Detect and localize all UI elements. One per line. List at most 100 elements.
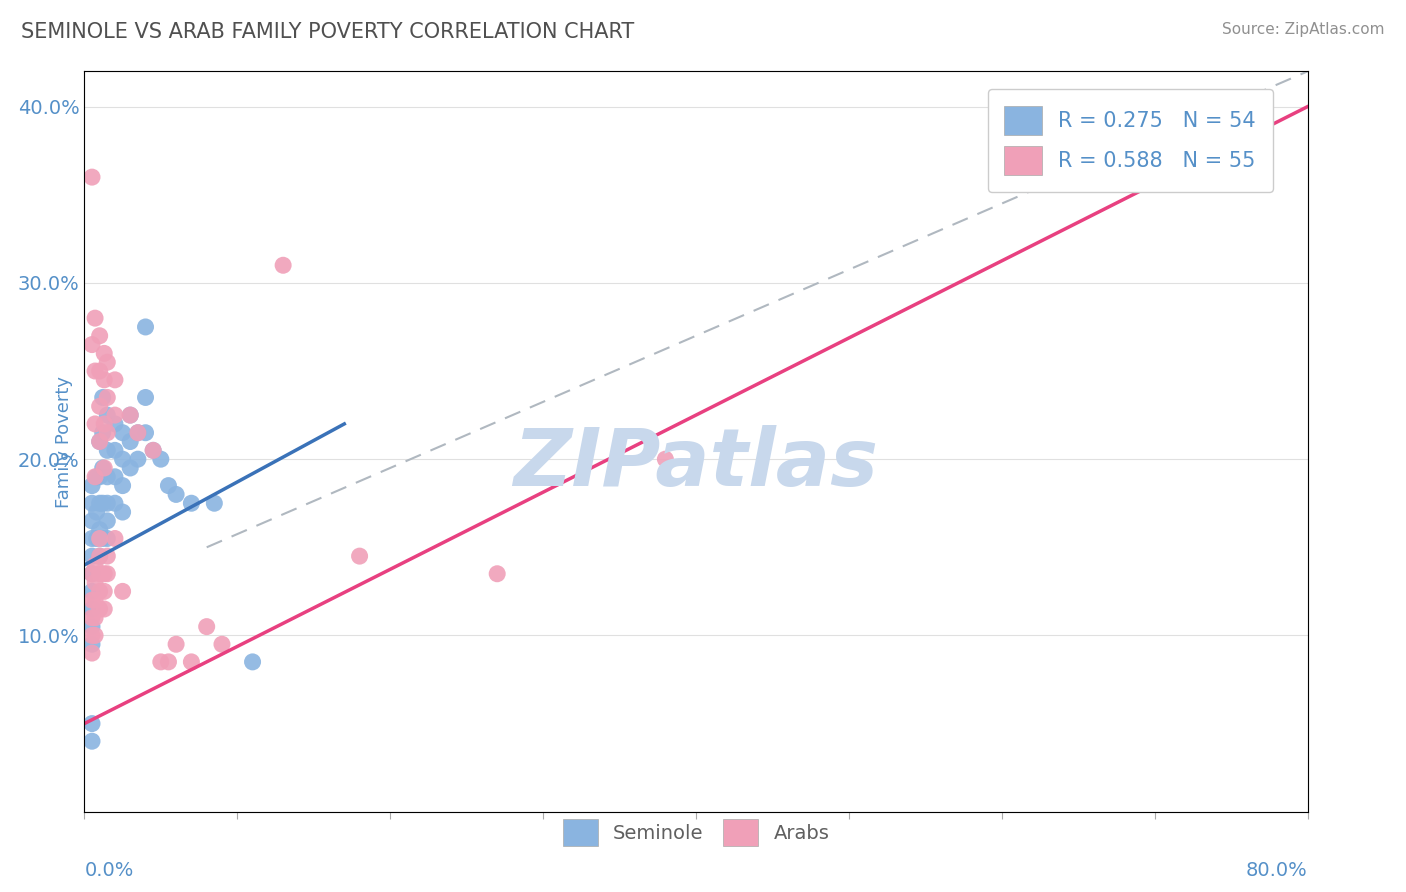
Point — [96, 566, 118, 581]
Point — [80, 716, 103, 731]
Point — [86, 532, 108, 546]
Point — [104, 470, 127, 484]
Point — [165, 487, 187, 501]
Point — [157, 478, 180, 492]
Point — [89, 399, 111, 413]
Point — [654, 452, 676, 467]
Point — [80, 514, 103, 528]
Point — [104, 417, 127, 431]
Point — [80, 566, 103, 581]
Point — [271, 258, 294, 272]
Point — [120, 461, 142, 475]
Point — [93, 417, 115, 431]
Point — [89, 328, 111, 343]
Point — [80, 628, 103, 642]
Point — [111, 584, 134, 599]
Point — [93, 346, 115, 360]
Point — [104, 373, 127, 387]
Point — [149, 452, 172, 467]
Y-axis label: Family Poverty: Family Poverty — [55, 376, 73, 508]
Point — [349, 549, 371, 563]
Point — [84, 311, 107, 326]
Point — [89, 532, 111, 546]
Point — [84, 417, 107, 431]
Point — [80, 566, 103, 581]
Point — [80, 602, 103, 616]
Point — [91, 391, 114, 405]
Point — [111, 478, 134, 492]
Point — [157, 655, 180, 669]
Point — [104, 532, 127, 546]
Point — [135, 391, 157, 405]
Point — [149, 655, 172, 669]
Point — [111, 452, 134, 467]
Point — [89, 584, 111, 599]
Point — [165, 637, 187, 651]
Point — [96, 391, 118, 405]
Point — [96, 425, 118, 440]
Point — [91, 532, 114, 546]
Point — [96, 549, 118, 563]
Point — [89, 549, 111, 563]
Point — [93, 373, 115, 387]
Point — [135, 425, 157, 440]
Point — [91, 425, 114, 440]
Point — [120, 408, 142, 422]
Point — [80, 549, 103, 563]
Point — [80, 637, 103, 651]
Point — [91, 496, 114, 510]
Point — [89, 523, 111, 537]
Point — [96, 470, 118, 484]
Point — [80, 593, 103, 607]
Point — [89, 434, 111, 449]
Point — [84, 611, 107, 625]
Point — [80, 496, 103, 510]
Point — [111, 425, 134, 440]
Point — [84, 628, 107, 642]
Point — [242, 655, 264, 669]
Point — [80, 478, 103, 492]
Point — [142, 443, 165, 458]
Point — [96, 443, 118, 458]
Point — [127, 425, 149, 440]
Point — [89, 434, 111, 449]
Point — [80, 532, 103, 546]
Point — [104, 408, 127, 422]
Point — [120, 408, 142, 422]
Point — [80, 646, 103, 660]
Point — [80, 170, 103, 185]
Point — [142, 443, 165, 458]
Point — [1174, 100, 1197, 114]
Point — [104, 496, 127, 510]
Point — [93, 584, 115, 599]
Point — [91, 461, 114, 475]
Text: SEMINOLE VS ARAB FAMILY POVERTY CORRELATION CHART: SEMINOLE VS ARAB FAMILY POVERTY CORRELAT… — [21, 22, 634, 42]
Point — [96, 355, 118, 369]
Text: Source: ZipAtlas.com: Source: ZipAtlas.com — [1222, 22, 1385, 37]
Point — [104, 443, 127, 458]
Point — [96, 532, 118, 546]
Point — [84, 593, 107, 607]
Point — [486, 566, 509, 581]
Point — [84, 575, 107, 590]
Point — [84, 364, 107, 378]
Point — [89, 549, 111, 563]
Point — [93, 602, 115, 616]
Point — [89, 566, 111, 581]
Text: 80.0%: 80.0% — [1246, 861, 1308, 880]
Point — [135, 320, 157, 334]
Point — [127, 452, 149, 467]
Point — [84, 470, 107, 484]
Point — [93, 566, 115, 581]
Point — [80, 611, 103, 625]
Point — [127, 425, 149, 440]
Text: 0.0%: 0.0% — [84, 861, 134, 880]
Point — [89, 364, 111, 378]
Point — [211, 637, 233, 651]
Point — [96, 496, 118, 510]
Point — [195, 619, 218, 633]
Point — [80, 619, 103, 633]
Legend: Seminole, Arabs: Seminole, Arabs — [555, 811, 837, 854]
Point — [89, 470, 111, 484]
Point — [111, 505, 134, 519]
